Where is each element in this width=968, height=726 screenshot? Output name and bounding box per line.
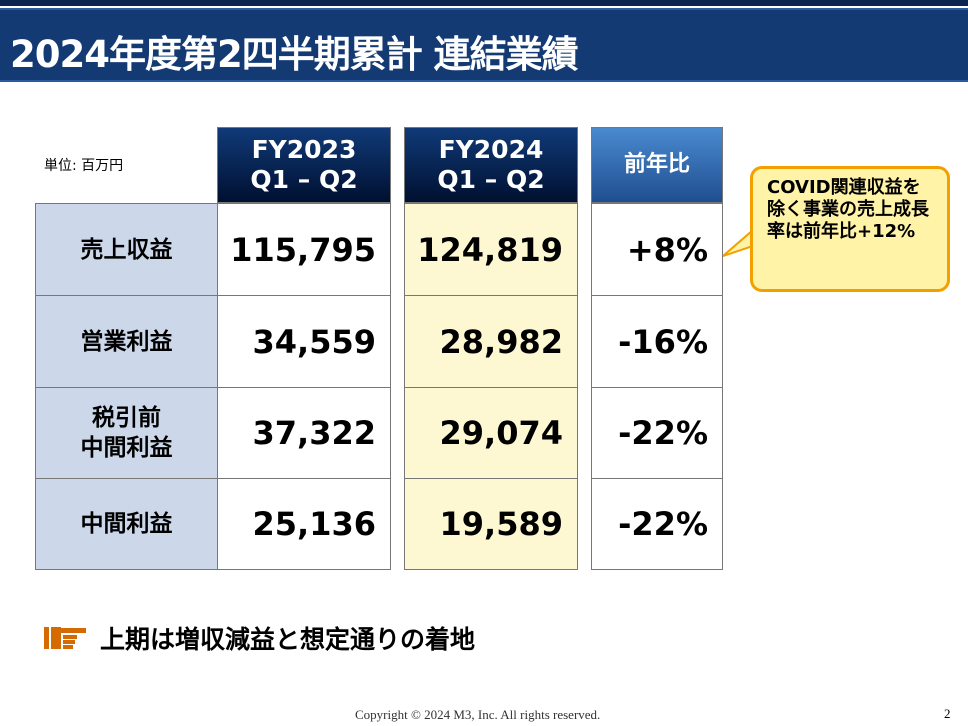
value-yoy: +8% (626, 230, 708, 269)
cell-fy2023: 37,322 (217, 387, 391, 479)
row-label: 中間利益 (80, 435, 173, 461)
value-yoy: -22% (618, 414, 708, 452)
row-label-cell: 売上収益 (35, 203, 218, 296)
row-label: 中間利益 (80, 511, 173, 537)
header-fy2023: FY2023 Q1 – Q2 (217, 127, 391, 203)
cell-fy2024: 28,982 (404, 295, 578, 388)
page-title: 2024年度第2四半期累計 連結業績 (10, 33, 579, 76)
title-bar: 2024年度第2四半期累計 連結業績 (0, 8, 968, 82)
row-label-cell: 税引前 中間利益 (35, 387, 218, 479)
cell-fy2024: 29,074 (404, 387, 578, 479)
cell-fy2023: 115,795 (217, 203, 391, 296)
cell-yoy: +8% (591, 203, 723, 296)
row-label-cell: 中間利益 (35, 478, 218, 570)
row-label: 営業利益 (80, 328, 173, 355)
row-label: 売上収益 (80, 236, 173, 263)
cell-yoy: -22% (591, 387, 723, 479)
header-line: Q1 – Q2 (250, 165, 358, 194)
value-fy2023: 37,322 (252, 414, 376, 452)
copyright: Copyright © 2024 M3, Inc. All rights res… (355, 707, 601, 722)
cell-fy2023: 34,559 (217, 295, 391, 388)
cell-fy2023: 25,136 (217, 478, 391, 570)
pointing-hand-icon (44, 627, 86, 649)
cell-fy2024: 19,589 (404, 478, 578, 570)
cell-fy2024: 124,819 (404, 203, 578, 296)
top-strip (0, 0, 968, 6)
value-fy2024: 19,589 (439, 505, 563, 543)
value-fy2024: 29,074 (439, 414, 563, 452)
value-fy2024: 124,819 (417, 230, 563, 269)
value-fy2023: 25,136 (252, 505, 376, 543)
page-number: 2 (944, 706, 951, 721)
header-line: FY2024 (438, 135, 544, 164)
summary: 上期は増収減益と想定通りの着地 (44, 620, 475, 656)
header-line: Q1 – Q2 (437, 165, 545, 194)
value-fy2024: 28,982 (439, 322, 563, 361)
row-label: 税引前 (92, 405, 161, 431)
value-yoy: -16% (618, 322, 708, 361)
callout-note: COVID関連収益を除く事業の売上成長率は前年比+12% (750, 166, 950, 292)
value-fy2023: 34,559 (252, 322, 376, 361)
header-line: FY2023 (251, 135, 357, 164)
header-yoy: 前年比 (591, 127, 723, 203)
cell-yoy: -22% (591, 478, 723, 570)
callout-pointer (723, 228, 753, 257)
header-fy2024: FY2024 Q1 – Q2 (404, 127, 578, 203)
value-yoy: -22% (618, 505, 708, 543)
unit-label: 単位: 百万円 (44, 158, 124, 174)
row-label-cell: 営業利益 (35, 295, 218, 388)
summary-text: 上期は増収減益と想定通りの着地 (100, 625, 476, 654)
header-line: 前年比 (623, 152, 690, 177)
cell-yoy: -16% (591, 295, 723, 388)
value-fy2023: 115,795 (230, 230, 376, 269)
